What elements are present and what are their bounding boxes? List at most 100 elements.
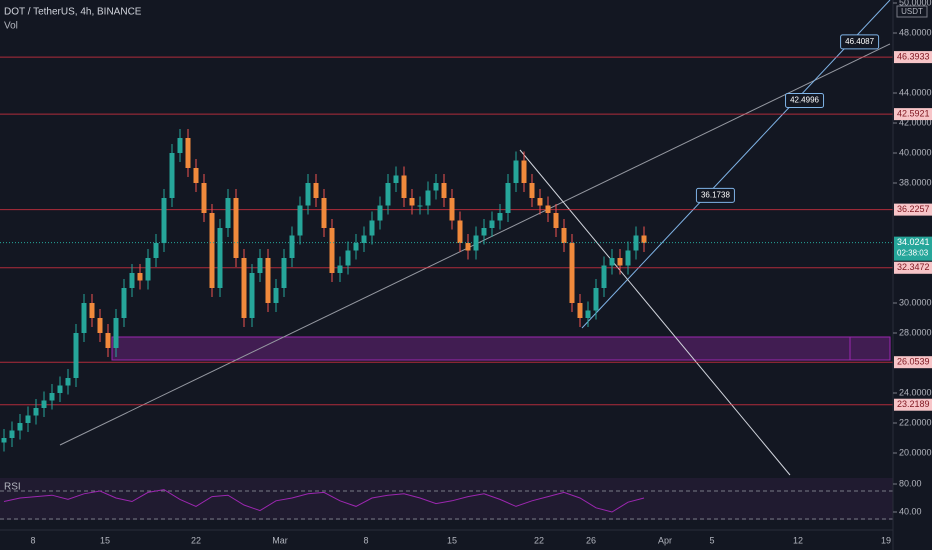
candle-body xyxy=(497,213,503,221)
candle-body xyxy=(433,183,439,191)
countdown: 02:38:03 xyxy=(897,249,929,258)
channel-line xyxy=(581,0,891,329)
price-tick-label: 42.0000 xyxy=(899,117,932,127)
callout-label: 46.4087 xyxy=(845,37,874,46)
candle-body xyxy=(33,408,39,416)
level-label-bg xyxy=(894,203,932,216)
price-tick-label: 38.0000 xyxy=(899,177,932,187)
candle-body xyxy=(289,235,295,258)
level-label: 42.5921 xyxy=(897,108,930,118)
candle-body xyxy=(177,138,183,153)
candle-body xyxy=(265,258,271,303)
level-label-bg xyxy=(894,398,932,411)
price-tick-label: 40.0000 xyxy=(899,147,932,157)
candle-body xyxy=(153,243,159,258)
time-label: 5 xyxy=(709,535,714,545)
candle-body xyxy=(297,205,303,236)
candle-body xyxy=(521,160,527,183)
candle-body xyxy=(233,198,239,258)
time-label: 8 xyxy=(30,535,35,545)
level-label-bg xyxy=(894,51,932,64)
candle-body xyxy=(577,303,583,318)
level-label-bg xyxy=(894,261,932,274)
candle-body xyxy=(241,258,247,318)
candle-body xyxy=(137,273,143,281)
currency-box xyxy=(896,5,928,18)
candle-body xyxy=(41,400,47,408)
candle-body xyxy=(329,228,335,273)
candle-body xyxy=(65,378,71,386)
candle-body xyxy=(57,385,63,393)
candle-body xyxy=(369,220,375,236)
candle-body xyxy=(545,205,551,213)
candle-body xyxy=(25,415,31,423)
price-tick-label: 30.0000 xyxy=(899,297,932,307)
candle-body xyxy=(481,228,487,236)
candle-body xyxy=(129,273,135,288)
candle-body xyxy=(305,183,311,206)
candle-body xyxy=(121,288,127,318)
time-label: 19 xyxy=(881,535,891,545)
rsi-line xyxy=(3,489,645,513)
candle-body xyxy=(217,228,223,288)
candle-body xyxy=(97,318,103,333)
callout-label: 42.4996 xyxy=(790,96,819,105)
demand-zone xyxy=(111,336,891,361)
candle-body xyxy=(361,235,367,243)
candle-body xyxy=(585,310,591,318)
candle-body xyxy=(145,258,151,281)
time-label: 8 xyxy=(363,535,368,545)
candle-body xyxy=(489,220,495,228)
candle-body xyxy=(281,258,287,288)
current-price-bg xyxy=(894,236,932,261)
candle-body xyxy=(505,183,511,213)
candle-body xyxy=(225,198,231,228)
volume-label: Vol xyxy=(4,21,18,32)
candle-body xyxy=(465,243,471,251)
candle-body xyxy=(73,333,79,378)
candle-body xyxy=(593,288,599,311)
callout-label: 36.1738 xyxy=(701,191,730,200)
candle-body xyxy=(513,160,519,183)
candle-body xyxy=(529,183,535,198)
rsi-label: RSI xyxy=(4,482,21,493)
candle-body xyxy=(161,198,167,243)
time-label: 15 xyxy=(447,535,457,545)
candle-body xyxy=(273,288,279,303)
candle-body xyxy=(385,183,391,206)
candle-body xyxy=(457,220,463,243)
candle-body xyxy=(601,265,607,288)
callout-box xyxy=(840,34,880,50)
candle-body xyxy=(209,213,215,288)
price-tick-label: 28.0000 xyxy=(899,327,932,337)
time-label: 22 xyxy=(534,535,544,545)
price-tick-label: 50.0000 xyxy=(899,0,932,7)
rsi-tick-label: 80.00 xyxy=(899,478,922,488)
candle-body xyxy=(169,153,175,198)
candle-body xyxy=(537,198,543,206)
level-label-bg xyxy=(894,108,932,121)
candle-body xyxy=(641,235,647,243)
candle-body xyxy=(393,175,399,183)
candle-body xyxy=(553,213,559,228)
price-axis-bg xyxy=(893,0,932,550)
candle-body xyxy=(313,183,319,198)
candle-body xyxy=(441,183,447,198)
candle-body xyxy=(401,175,407,198)
callout-box xyxy=(695,187,735,203)
candle-body xyxy=(1,438,7,443)
time-label: 22 xyxy=(191,535,201,545)
candle-body xyxy=(409,198,415,206)
candle-body xyxy=(9,430,15,438)
candle-body xyxy=(185,138,191,168)
candle-body xyxy=(417,205,423,207)
candle-body xyxy=(473,235,479,251)
price-tick-label: 48.0000 xyxy=(899,27,932,37)
time-label: 12 xyxy=(793,535,803,545)
price-tick-label: 22.0000 xyxy=(899,417,932,427)
candle-body xyxy=(625,250,631,266)
candle-body xyxy=(353,243,359,251)
rsi-tick-label: 40.00 xyxy=(899,506,922,516)
level-label: 23.2189 xyxy=(897,399,930,409)
